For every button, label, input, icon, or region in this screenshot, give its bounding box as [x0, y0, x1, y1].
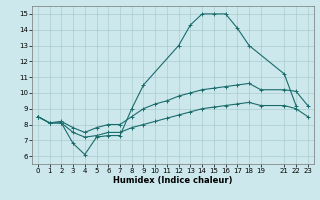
X-axis label: Humidex (Indice chaleur): Humidex (Indice chaleur): [113, 176, 233, 185]
